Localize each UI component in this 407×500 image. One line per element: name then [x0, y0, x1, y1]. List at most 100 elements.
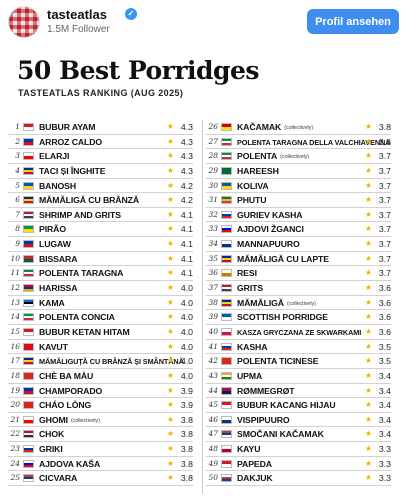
star-icon: ★ — [166, 341, 174, 351]
star-icon: ★ — [364, 370, 372, 380]
rank-number: 38 — [208, 297, 218, 307]
dish-name-text: PHUTU — [237, 195, 267, 206]
dish-name: GURIEV KASHA — [237, 210, 303, 220]
rank-number: 28 — [208, 151, 218, 161]
flag-icon — [23, 152, 34, 161]
list-item: 50 DAKJUK ★ 3.3 — [206, 471, 391, 487]
dish-name-text: PIRÃO — [39, 224, 67, 235]
flag-icon — [221, 196, 232, 205]
rank-number: 3 — [15, 151, 20, 161]
list-item: 37 GRITS ★ 3.6 — [206, 281, 391, 296]
rating-value: 3.7 — [378, 180, 391, 191]
rank-number: 26 — [208, 122, 218, 131]
dish-name: CHÁO LÒNG — [39, 400, 91, 410]
rating-value: 3.7 — [378, 239, 391, 250]
flag-icon — [221, 240, 232, 249]
rank-number: 44 — [208, 385, 218, 395]
flag-icon — [221, 254, 232, 263]
list-item: 44 RØMMEGRØT ★ 3.4 — [206, 384, 391, 399]
rating-value: 4.3 — [180, 136, 193, 147]
rating-value: 4.0 — [180, 356, 193, 367]
flag-icon — [221, 166, 232, 175]
dish-name-text: POLENTA — [237, 151, 278, 162]
dish-name-text: KOLIVA — [237, 180, 269, 191]
list-item: 36 RESI ★ 3.7 — [206, 266, 391, 282]
dish-name-text: DAKJUK — [237, 473, 273, 484]
dish-name: KASHA — [237, 342, 267, 352]
dish-name-text: MĂMĂLIGĂ CU LAPTE — [237, 253, 329, 264]
dish-name: KAMA — [39, 298, 65, 308]
dish-name: DAKJUK — [237, 473, 273, 483]
list-item: 6 MĂMĂLIGĂ CU BRÂNZĂ ★ 4.2 — [8, 193, 193, 208]
rank-number: 11 — [10, 268, 20, 278]
rating-value: 4.3 — [180, 151, 193, 162]
flag-icon — [23, 298, 34, 307]
list-item: 32 GURIEV KASHA ★ 3.7 — [206, 208, 391, 223]
star-icon: ★ — [166, 400, 174, 410]
flag-icon — [23, 181, 34, 190]
star-icon: ★ — [166, 414, 174, 424]
account-name[interactable]: tasteatlas — [47, 7, 107, 22]
flag-icon — [23, 386, 34, 395]
dish-name: MĂMĂLIGĂ CU BRÂNZĂ — [39, 195, 139, 205]
star-icon: ★ — [166, 458, 174, 468]
rating-value: 4.3 — [180, 122, 193, 132]
dish-name-text: KASHA — [237, 341, 268, 352]
list-item: 41 KASHA ★ 3.5 — [206, 340, 391, 355]
star-icon: ★ — [364, 180, 372, 190]
star-icon: ★ — [166, 326, 174, 336]
rank-number: 29 — [208, 165, 218, 175]
star-icon: ★ — [166, 473, 174, 483]
dish-name: HARISSA — [39, 283, 78, 293]
dish-name-text: POLENTA TICINESE — [237, 356, 319, 367]
rating-value: 3.5 — [378, 341, 391, 352]
star-icon: ★ — [166, 429, 174, 439]
dish-name: BUBUR AYAM — [39, 122, 96, 132]
star-icon: ★ — [364, 444, 372, 454]
list-item: 17 MĂMĂLIGUȚĂ CU BRÂNZĂ ȘI SMÂNTÂNĂ ★ 4.0 — [8, 354, 193, 369]
rank-number: 15 — [10, 326, 20, 336]
star-icon: ★ — [364, 297, 372, 307]
avatar[interactable] — [8, 6, 40, 38]
flag-icon — [221, 415, 232, 424]
flag-icon — [221, 327, 232, 336]
dish-name-text: UPMA — [237, 370, 263, 381]
flag-icon — [23, 313, 34, 322]
view-profile-button[interactable]: Profil ansehen — [307, 9, 399, 34]
flag-icon — [23, 401, 34, 410]
flag-icon — [23, 445, 34, 454]
rating-value: 3.4 — [378, 414, 391, 425]
list-item: 29 HAREESH ★ 3.7 — [206, 164, 391, 179]
dish-name-text: SMOČANI KAČAMAK — [237, 429, 324, 440]
list-item: 42 POLENTA TICINESE ★ 3.5 — [206, 354, 391, 369]
rating-value: 3.3 — [378, 473, 391, 484]
dish-name: LUGAW — [39, 239, 71, 249]
star-icon: ★ — [166, 385, 174, 395]
flag-icon — [23, 240, 34, 249]
star-icon: ★ — [166, 151, 174, 161]
star-icon: ★ — [166, 283, 174, 293]
dish-name-text: POLENTA CONCIA — [39, 312, 115, 323]
dish-name-text: SCOTTISH PORRIDGE — [237, 312, 328, 323]
rank-number: 20 — [10, 400, 20, 410]
star-icon: ★ — [364, 341, 372, 351]
dish-name-text: GRITS — [237, 283, 264, 294]
rank-number: 9 — [15, 239, 20, 249]
dish-name-text: KAČAMAK — [237, 122, 282, 132]
dish-name-text: HAREESH — [237, 165, 279, 176]
star-icon: ★ — [364, 414, 372, 424]
dish-name: CICVARA — [39, 473, 77, 483]
star-icon: ★ — [166, 370, 174, 380]
flag-icon — [221, 401, 232, 410]
rank-number: 13 — [10, 297, 20, 307]
dish-name-text: ELARJI — [39, 151, 70, 162]
flag-icon — [23, 166, 34, 175]
star-icon: ★ — [364, 268, 372, 278]
dish-name-text: LUGAW — [39, 239, 71, 250]
dish-name-text: KAYU — [237, 444, 261, 455]
ranking-poster: 50 Best Porridges TASTEATLAS RANKING (AU… — [0, 44, 407, 500]
rating-value: 3.7 — [378, 209, 391, 220]
rank-number: 4 — [15, 165, 20, 175]
rating-value: 4.1 — [180, 268, 193, 279]
dish-name: RESI — [237, 268, 257, 278]
